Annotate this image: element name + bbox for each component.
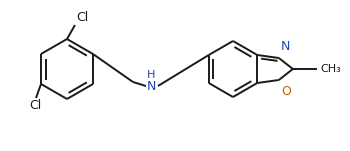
Text: Cl: Cl: [29, 99, 41, 112]
Text: N: N: [146, 79, 156, 93]
Text: H: H: [147, 70, 155, 80]
Text: Cl: Cl: [76, 11, 88, 24]
Text: O: O: [281, 85, 291, 98]
Text: CH₃: CH₃: [321, 64, 342, 74]
Text: N: N: [281, 40, 290, 53]
